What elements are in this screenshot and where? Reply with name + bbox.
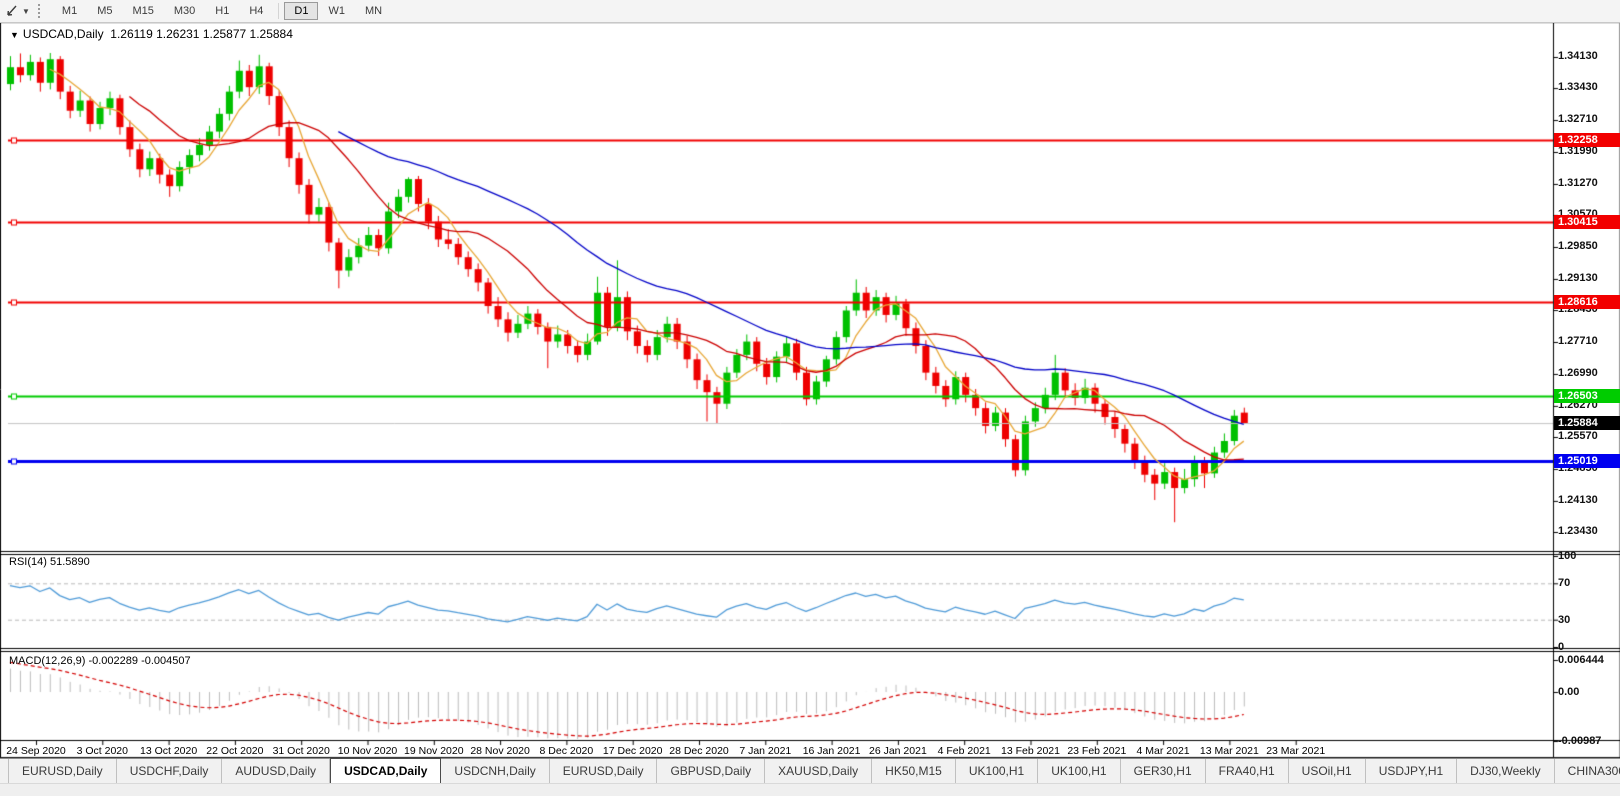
- toolbar-drag-grip[interactable]: [37, 4, 45, 18]
- timeframe-button-m5[interactable]: M5: [97, 5, 113, 17]
- macd-indicator-label: MACD(12,26,9) -0.002289 -0.004507: [9, 655, 191, 667]
- price-axis-tick: 1.33430: [1558, 81, 1598, 94]
- date-axis-label: 26 Jan 2021: [868, 745, 927, 757]
- status-strip: [0, 783, 1620, 796]
- date-axis-label: 19 Nov 2020: [404, 745, 464, 757]
- date-axis-label: 10 Nov 2020: [337, 745, 398, 757]
- chart-tab-eurusd-daily[interactable]: EURUSD,Daily: [550, 759, 658, 784]
- current-price-tag: 1.25884: [1554, 416, 1620, 431]
- date-axis-label: 8 Dec 2020: [539, 745, 594, 757]
- date-axis-label: 17 Dec 2020: [602, 745, 663, 757]
- chart-ohlc-values: 1.26119 1.26231 1.25877 1.25884: [110, 27, 293, 41]
- price-axis-tick: 1.31270: [1558, 176, 1598, 189]
- chart-tab-usdjpy-h1[interactable]: USDJPY,H1: [1366, 759, 1458, 784]
- crosshair-tool-icon[interactable]: [2, 3, 20, 19]
- price-axis-tick: 1.27710: [1558, 335, 1598, 347]
- date-axis-label: 4 Mar 2021: [1136, 745, 1190, 757]
- macd-axis-tick: -0.00987: [1558, 735, 1602, 747]
- price-axis-tick: 1.23430: [1558, 525, 1598, 537]
- date-axis-label: 13 Feb 2021: [1001, 745, 1060, 757]
- price-axis-tick: 1.29130: [1558, 271, 1598, 284]
- chart-tab-xauusd-daily[interactable]: XAUUSD,Daily: [765, 759, 873, 784]
- timeframe-button-m15[interactable]: M15: [132, 5, 154, 17]
- chart-title: ▼ USDCAD,Daily 1.26119 1.26231 1.25877 1.…: [10, 27, 293, 41]
- timeframe-button-mn[interactable]: MN: [364, 5, 383, 17]
- chart-tab-hk50-m15[interactable]: HK50,M15: [872, 759, 956, 784]
- date-axis-label: 24 Sep 2020: [6, 745, 66, 757]
- timeframe-button-h4[interactable]: H4: [249, 5, 264, 17]
- chart-tab-fra40-h1[interactable]: FRA40,H1: [1206, 759, 1289, 784]
- chart-tab-bar: EURUSD,Daily USDCHF,Daily AUDUSD,Daily USDC…: [0, 758, 1620, 784]
- one-click-trading-arrow[interactable]: ▼: [10, 30, 19, 40]
- chart-tab-usdchf-daily[interactable]: USDCHF,Daily: [117, 759, 223, 784]
- chart-tab-usdcad-daily[interactable]: USDCAD,Daily: [330, 758, 442, 784]
- price-axis-tick: 1.29850: [1558, 240, 1598, 252]
- chart-tab-usdcnh-daily[interactable]: USDCNH,Daily: [441, 759, 550, 784]
- level-price-tag[interactable]: 1.26503: [1554, 388, 1620, 403]
- chart-tab-ger30-h1[interactable]: GER30,H1: [1121, 759, 1206, 784]
- rsi-axis-tick: 30: [1558, 613, 1571, 626]
- date-axis-label: 16 Jan 2021: [802, 745, 861, 757]
- rsi-axis-tick: 100: [1558, 550, 1577, 562]
- date-axis-label: 4 Feb 2021: [937, 745, 991, 757]
- timeframe-button-w1[interactable]: W1: [328, 5, 345, 17]
- price-axis-tick: 1.34130: [1558, 50, 1598, 62]
- level-price-tag[interactable]: 1.25019: [1554, 454, 1620, 469]
- chart-tab-china300-h1[interactable]: CHINA300,H1: [1555, 759, 1620, 784]
- date-axis-label: 28 Dec 2020: [669, 745, 729, 757]
- date-axis-label: 22 Oct 2020: [206, 745, 264, 757]
- macd-axis-tick: 0.006444: [1558, 653, 1604, 666]
- price-axis-tick: 1.32710: [1558, 113, 1598, 126]
- toolbar-separator: [278, 3, 280, 19]
- date-axis-label: 3 Oct 2020: [76, 745, 128, 757]
- level-price-tag[interactable]: 1.32258: [1554, 133, 1620, 148]
- timeframe-button-d1[interactable]: D1: [284, 2, 319, 20]
- date-axis-label: 7 Jan 2021: [739, 745, 792, 757]
- chart-symbol-label: USDCAD,Daily: [22, 27, 104, 41]
- price-axis-tick: 1.31990: [1558, 145, 1598, 157]
- date-axis-label: 23 Feb 2021: [1067, 745, 1127, 757]
- date-axis-label: 13 Oct 2020: [139, 745, 198, 757]
- price-axis-tick: 1.25570: [1558, 430, 1598, 442]
- chart-tab-gbpusd-daily[interactable]: GBPUSD,Daily: [657, 759, 766, 784]
- chart-tab-uk100-h1[interactable]: UK100,H1: [956, 759, 1039, 784]
- date-axis-label: 13 Mar 2021: [1199, 745, 1259, 757]
- chart-tab-usoil-h1[interactable]: USOil,H1: [1289, 759, 1366, 784]
- price-axis-tick: 1.24130: [1558, 493, 1598, 506]
- macd-axis-tick: 0.00: [1558, 686, 1580, 698]
- chart-tab-eurusd-daily[interactable]: EURUSD,Daily: [8, 759, 117, 784]
- rsi-axis-tick: 70: [1558, 577, 1571, 590]
- date-axis-label: 31 Oct 2020: [272, 745, 330, 757]
- rsi-axis-tick: 0: [1558, 641, 1565, 653]
- timeframe-button-m1[interactable]: M1: [61, 5, 78, 17]
- chart-tab-audusd-daily[interactable]: AUDUSD,Daily: [222, 759, 331, 784]
- toolbar: ▼ M1 M5 M15 M30 H1 H4 D1 W1 MN: [0, 0, 1620, 23]
- tool-dropdown-caret[interactable]: ▼: [22, 6, 30, 16]
- level-price-tag[interactable]: 1.30415: [1554, 214, 1620, 229]
- chart-tab-dj30-weekly[interactable]: DJ30,Weekly: [1457, 759, 1555, 784]
- rsi-indicator-label: RSI(14) 51.5890: [9, 556, 90, 568]
- price-axis-tick: 1.26990: [1558, 366, 1598, 379]
- date-axis-label: 23 Mar 2021: [1266, 745, 1326, 757]
- timeframe-button-m30[interactable]: M30: [173, 5, 196, 17]
- chart-tab-uk100-h1[interactable]: UK100,H1: [1038, 759, 1121, 784]
- date-axis-label: 28 Nov 2020: [470, 745, 530, 757]
- level-price-tag[interactable]: 1.28616: [1554, 294, 1620, 309]
- timeframe-button-h1[interactable]: H1: [215, 5, 230, 17]
